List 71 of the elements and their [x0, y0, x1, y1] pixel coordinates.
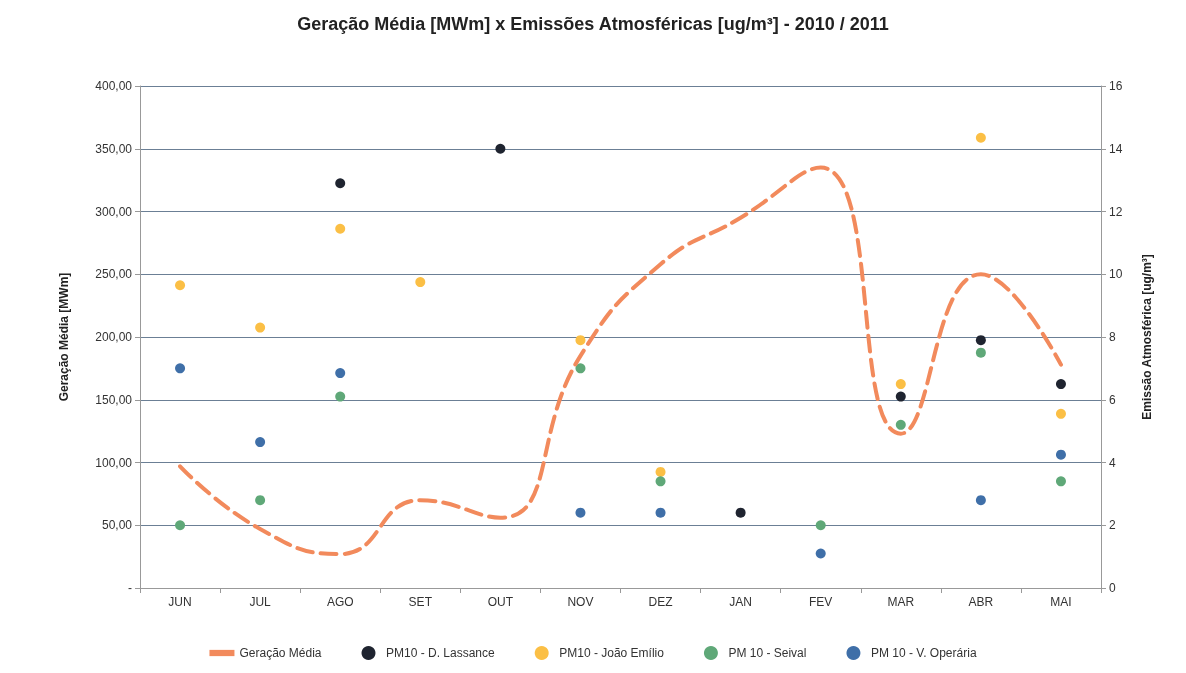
legend-label: PM10 - João Emílio: [559, 646, 665, 660]
y-tick-label: 50,00: [101, 518, 133, 533]
y2-axis-title: Emissão Atmosférica [ug/m³]: [1140, 254, 1154, 420]
y-tick-label: -: [128, 581, 132, 595]
legend-label: PM 10 - V. Operária: [870, 646, 977, 660]
point: [335, 391, 346, 402]
point: [255, 322, 266, 333]
y2-tick-label: 12: [1109, 204, 1123, 219]
y2-tick-label: 14: [1109, 141, 1123, 156]
legend-label: PM10 - D. Lassance: [385, 646, 496, 660]
y-tick-label: 200,00: [95, 330, 133, 344]
chart-title: Geração Média [MWm] x Emissões Atmosféricas [ug/m³] - 2010 / 2011: [297, 14, 889, 34]
point: [175, 520, 186, 531]
point: [1055, 476, 1066, 487]
point: [335, 223, 346, 234]
point: [655, 466, 666, 477]
x-tick-label: DEZ: [648, 595, 673, 609]
y-tick-label: 100,00: [95, 455, 133, 470]
x-tick-label: OUT: [487, 595, 514, 609]
y2-tick-label: 16: [1109, 79, 1123, 93]
y2-tick-label: 8: [1109, 330, 1116, 344]
x-tick-label: ABR: [968, 595, 994, 609]
point: [415, 277, 426, 288]
legend-label: Geração Média: [239, 646, 322, 660]
point: [895, 379, 906, 390]
y-axis-title: Geração Média [MWm]: [57, 272, 71, 402]
point: [975, 495, 986, 506]
point: [335, 178, 346, 189]
point: [495, 143, 506, 154]
y-tick-label: 350,00: [95, 141, 133, 156]
x-tick-label: MAI: [1050, 595, 1072, 609]
y-tick-label: 400,00: [95, 79, 133, 93]
point: [1055, 408, 1066, 419]
point: [1055, 449, 1066, 460]
line-series: [178, 165, 1063, 557]
y-tick-label: 150,00: [95, 392, 133, 407]
point: [975, 132, 986, 143]
point: [895, 391, 906, 402]
legend-label: PM 10 - Seival: [728, 646, 807, 660]
y2-tick-label: 6: [1109, 392, 1116, 407]
x-tick-label: JUL: [249, 595, 272, 609]
x-tick-label: JUN: [168, 595, 192, 609]
y-tick-label: 300,00: [95, 204, 133, 219]
x-tick-label: AGO: [326, 595, 354, 609]
x-tick-label: JAN: [729, 595, 752, 609]
point: [975, 347, 986, 358]
point: [655, 507, 666, 518]
point: [575, 335, 586, 346]
y2-tick-label: 2: [1109, 518, 1116, 533]
point: [175, 280, 186, 291]
point: [815, 520, 826, 531]
point: [255, 437, 266, 448]
y2-tick-label: 4: [1109, 455, 1116, 470]
point: [175, 363, 186, 374]
point: [575, 507, 586, 518]
point: [655, 476, 666, 487]
point: [975, 335, 986, 346]
point: [255, 495, 266, 506]
point: [815, 548, 826, 559]
y2-tick-label: 0: [1109, 581, 1116, 595]
point: [575, 363, 586, 374]
point: [1055, 379, 1066, 390]
point: [735, 507, 746, 518]
x-tick-label: NOV: [567, 595, 594, 609]
y-tick-label: 250,00: [95, 267, 133, 282]
x-tick-label: FEV: [809, 595, 833, 609]
point: [895, 419, 906, 430]
x-tick-label: MAR: [887, 595, 915, 609]
x-tick-label: SET: [408, 595, 433, 609]
point: [335, 368, 346, 379]
y2-tick-label: 10: [1109, 267, 1123, 282]
